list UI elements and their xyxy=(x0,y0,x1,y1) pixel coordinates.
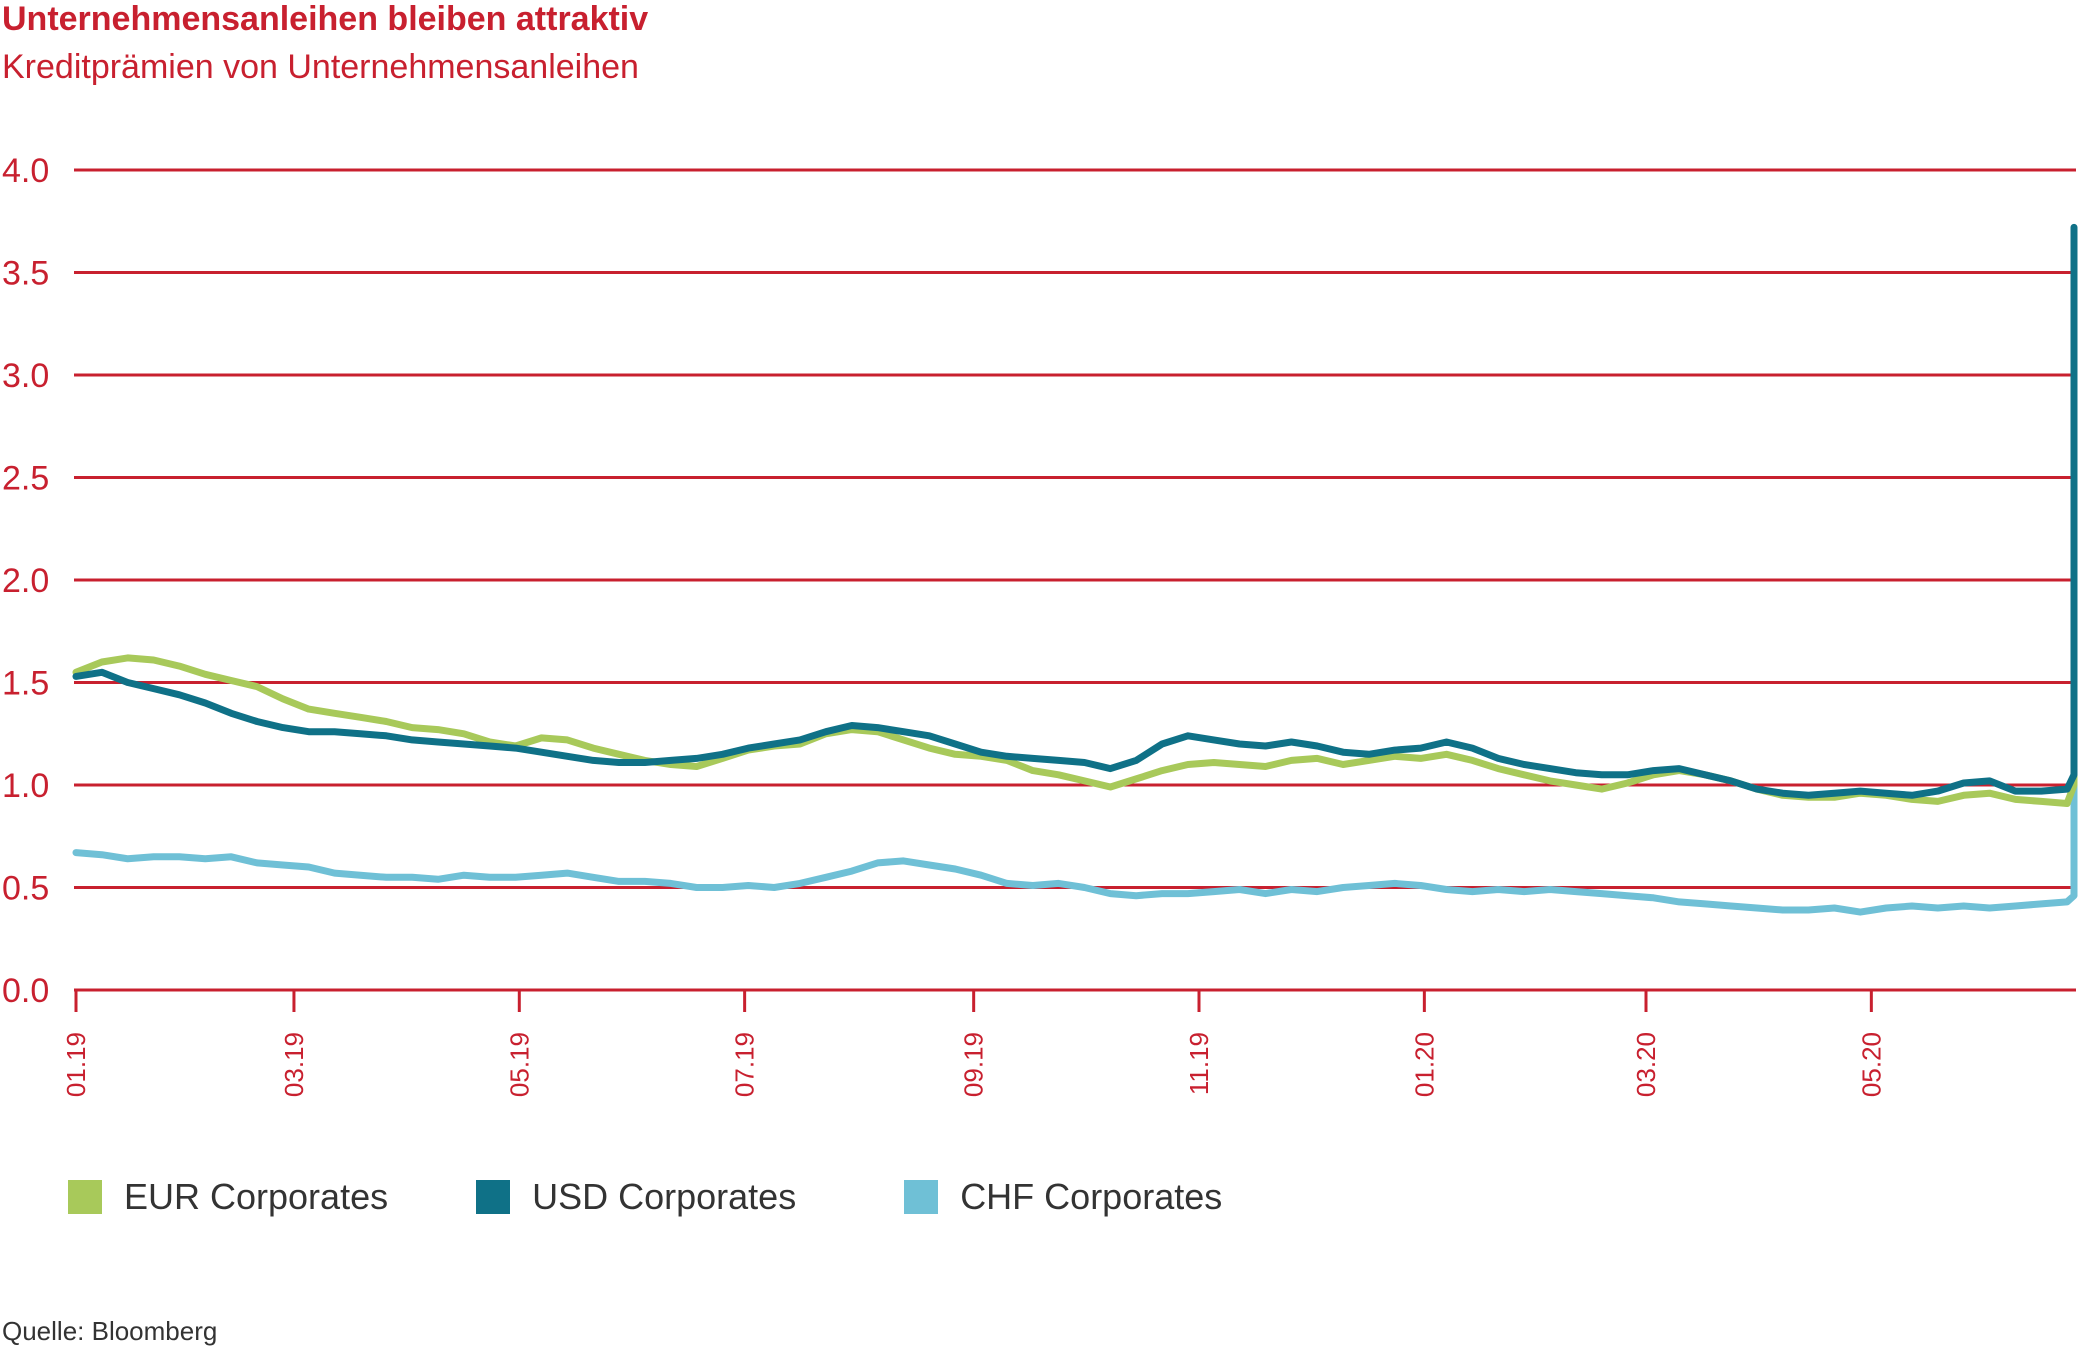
legend-swatch-chf xyxy=(904,1180,939,1214)
x-axis: 01.19 03.19 05.19 07.19 09.19 11.19 01.20 03.20… xyxy=(61,990,1886,1097)
legend-swatch-usd xyxy=(476,1180,511,1214)
chart-subtitle: Kreditprämien von Unternehmensanleihen xyxy=(2,48,639,86)
y-tick-label: 3.0 xyxy=(2,357,49,395)
y-tick-label: 2.5 xyxy=(2,460,49,498)
x-tick-label: 09.19 xyxy=(959,1032,989,1097)
y-tick-label: 2.0 xyxy=(2,562,49,600)
series-line-eur xyxy=(72,482,2078,807)
source-note: Quelle: Bloomberg xyxy=(2,1316,218,1346)
legend-label-chf: CHF Corporates xyxy=(960,1176,1223,1217)
y-tick-label: 0.0 xyxy=(2,972,49,1010)
y-tick-label: 1.5 xyxy=(2,665,49,703)
y-tick-label: 0.5 xyxy=(2,870,49,908)
legend: EUR Corporates USD Corporates CHF Corpor… xyxy=(68,1176,1222,1218)
x-tick-label: 01.19 xyxy=(61,1032,91,1097)
legend-label-eur: EUR Corporates xyxy=(124,1176,389,1217)
y-tick-label: 1.0 xyxy=(2,767,49,805)
chart-title: Unternehmensanleihen bleiben attraktiv xyxy=(2,0,649,38)
y-axis-ticks: 0.0 0.5 1.0 1.5 2.0 2.5 3.0 3.5 4.0 xyxy=(2,152,49,1010)
series-lines xyxy=(72,223,2078,916)
y-tick-label: 3.5 xyxy=(2,255,49,293)
x-tick-label: 07.19 xyxy=(730,1032,760,1097)
y-tick-label: 4.0 xyxy=(2,152,49,190)
legend-item-chf: CHF Corporates xyxy=(904,1176,1222,1218)
grid-lines xyxy=(74,168,2076,992)
x-tick-label: 03.20 xyxy=(1631,1032,1661,1097)
x-tick-label: 01.20 xyxy=(1409,1032,1439,1097)
x-tick-label: 03.19 xyxy=(279,1032,309,1097)
x-tick-label: 11.19 xyxy=(1184,1032,1214,1095)
legend-swatch-eur xyxy=(68,1180,102,1214)
legend-label-usd: USD Corporates xyxy=(532,1176,797,1217)
legend-item-usd: USD Corporates xyxy=(476,1176,796,1218)
legend-item-eur: EUR Corporates xyxy=(68,1176,388,1218)
series-line-usd xyxy=(72,223,2078,799)
x-tick-label: 05.19 xyxy=(504,1032,534,1097)
x-tick-label: 05.20 xyxy=(1856,1032,1886,1097)
